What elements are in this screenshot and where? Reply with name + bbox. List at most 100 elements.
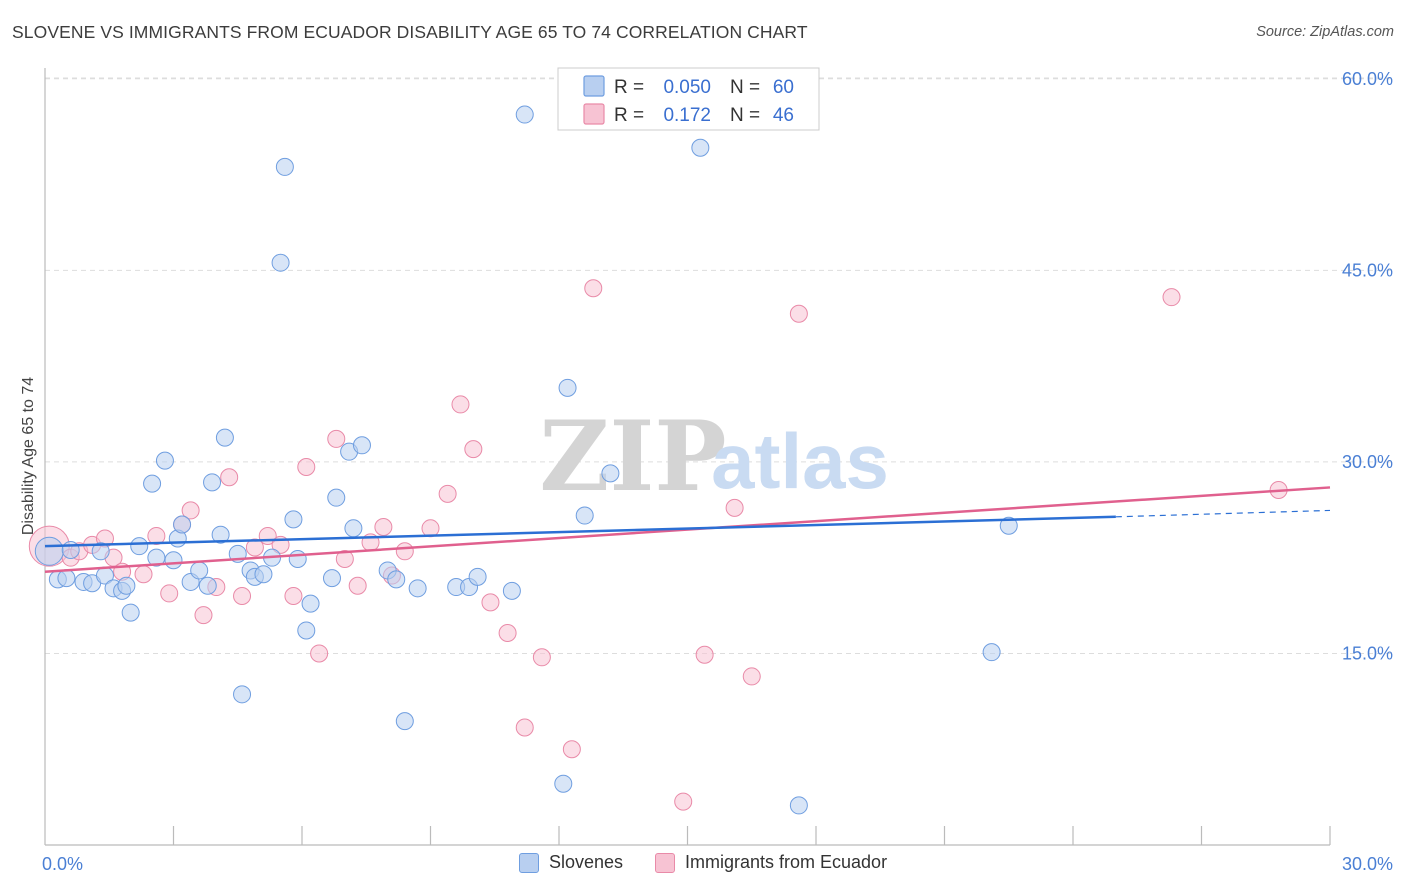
data-point-slovenes xyxy=(61,541,80,560)
data-point-ecuador xyxy=(464,440,483,459)
data-point-slovenes xyxy=(117,576,136,595)
data-point-ecuador xyxy=(233,586,252,605)
data-point-slovenes xyxy=(57,569,76,588)
data-point-ecuador xyxy=(438,484,457,503)
legend-r-label: R = xyxy=(614,77,644,98)
legend-item-ecuador[interactable]: Immigrants from Ecuador xyxy=(655,852,887,873)
data-point-ecuador xyxy=(562,740,581,759)
legend-swatch xyxy=(583,103,605,125)
legend-label-ecuador: Immigrants from Ecuador xyxy=(685,852,888,872)
data-point-slovenes xyxy=(515,105,534,124)
x-tick-label-min: 0.0% xyxy=(42,854,83,874)
y-tick-label: 60.0% xyxy=(1342,69,1393,89)
data-point-ecuador xyxy=(725,498,744,517)
chart-title: SLOVENE VS IMMIGRANTS FROM ECUADOR DISAB… xyxy=(12,22,808,42)
x-tick-label-max: 30.0% xyxy=(1342,854,1393,874)
data-point-ecuador xyxy=(160,584,179,603)
watermark-zip: ZIP xyxy=(539,400,726,513)
data-point-slovenes xyxy=(352,436,371,455)
legend-n-value: 46 xyxy=(773,105,794,126)
trend-line-slovenes-extension xyxy=(1115,509,1331,518)
data-point-slovenes xyxy=(408,579,427,598)
data-point-ecuador xyxy=(481,593,500,612)
data-point-ecuador xyxy=(695,645,714,664)
data-point-slovenes xyxy=(789,796,808,815)
data-point-slovenes xyxy=(190,561,209,580)
data-point-ecuador xyxy=(348,576,367,595)
data-point-slovenes xyxy=(143,474,162,493)
data-point-slovenes xyxy=(982,643,1001,662)
data-point-slovenes xyxy=(387,570,406,589)
data-point-slovenes xyxy=(395,712,414,731)
data-point-slovenes xyxy=(173,515,192,534)
data-point-ecuador xyxy=(374,518,393,537)
legend-swatch-pink xyxy=(655,852,675,873)
data-point-slovenes xyxy=(468,567,487,586)
data-point-slovenes xyxy=(297,621,316,640)
legend-r-label: R = xyxy=(614,105,644,126)
data-point-slovenes xyxy=(601,464,620,483)
data-point-slovenes xyxy=(344,519,363,538)
data-point-ecuador xyxy=(327,429,346,448)
data-point-slovenes xyxy=(558,378,577,397)
data-point-ecuador xyxy=(245,538,264,557)
legend-n-value: 60 xyxy=(773,77,794,98)
legend-item-slovenes[interactable]: Slovenes xyxy=(518,852,623,873)
chart-source: Source: ZipAtlas.com xyxy=(1256,24,1394,40)
data-point-slovenes xyxy=(301,594,320,613)
data-point-ecuador xyxy=(584,279,603,298)
data-point-slovenes xyxy=(254,565,273,584)
data-point-ecuador xyxy=(515,718,534,737)
data-point-slovenes xyxy=(284,510,303,529)
data-point-ecuador xyxy=(674,792,693,811)
legend-r-value: 0.172 xyxy=(663,105,711,126)
data-point-ecuador xyxy=(498,624,517,643)
data-point-slovenes xyxy=(130,537,149,556)
data-point-slovenes xyxy=(327,488,346,507)
data-point-ecuador xyxy=(147,526,166,545)
bottom-legend: Slovenes Immigrants from Ecuador xyxy=(0,852,1406,873)
series-ecuador-points xyxy=(28,279,1288,811)
data-point-slovenes xyxy=(211,525,230,544)
data-point-slovenes xyxy=(147,548,166,567)
data-point-slovenes xyxy=(215,428,234,447)
y-tick-label: 45.0% xyxy=(1342,260,1393,280)
data-point-ecuador xyxy=(789,304,808,323)
tick-labels: 15.0% 30.0% 45.0% 60.0% 0.0% 30.0% xyxy=(42,69,1393,874)
data-point-slovenes xyxy=(691,138,710,157)
legend-swatch-blue xyxy=(518,852,539,873)
data-point-slovenes xyxy=(554,774,573,793)
data-point-slovenes xyxy=(34,536,64,566)
legend-label-slovenes: Slovenes xyxy=(548,852,623,872)
trend-line-slovenes xyxy=(44,515,1116,548)
data-point-ecuador xyxy=(335,549,354,568)
data-point-ecuador xyxy=(451,395,470,414)
data-point-slovenes xyxy=(121,603,140,622)
data-point-ecuador xyxy=(742,667,761,686)
data-point-slovenes xyxy=(233,685,252,704)
watermark-atlas: atlas xyxy=(711,417,889,505)
y-tick-label: 15.0% xyxy=(1342,643,1393,663)
legend-n-label: N = xyxy=(730,77,760,98)
data-point-ecuador xyxy=(284,586,303,605)
y-axis-title: Disability Age 65 to 74 xyxy=(20,377,37,535)
data-point-slovenes xyxy=(999,516,1018,535)
data-point-slovenes xyxy=(288,549,307,568)
data-point-ecuador xyxy=(297,458,316,477)
y-tick-label: 30.0% xyxy=(1342,452,1393,472)
data-point-ecuador xyxy=(532,648,551,667)
data-point-slovenes xyxy=(271,253,290,272)
data-point-slovenes xyxy=(575,506,594,525)
data-point-slovenes xyxy=(198,576,217,595)
series-slovenes-points xyxy=(34,105,1018,815)
data-point-slovenes xyxy=(275,157,294,176)
legend-n-label: N = xyxy=(730,105,760,126)
axes xyxy=(44,68,1331,846)
data-point-ecuador xyxy=(310,644,329,663)
data-point-slovenes xyxy=(164,551,183,570)
legend-r-value: 0.050 xyxy=(663,77,711,98)
data-point-ecuador xyxy=(194,606,213,625)
data-point-ecuador xyxy=(181,501,200,520)
data-point-ecuador xyxy=(220,468,239,487)
